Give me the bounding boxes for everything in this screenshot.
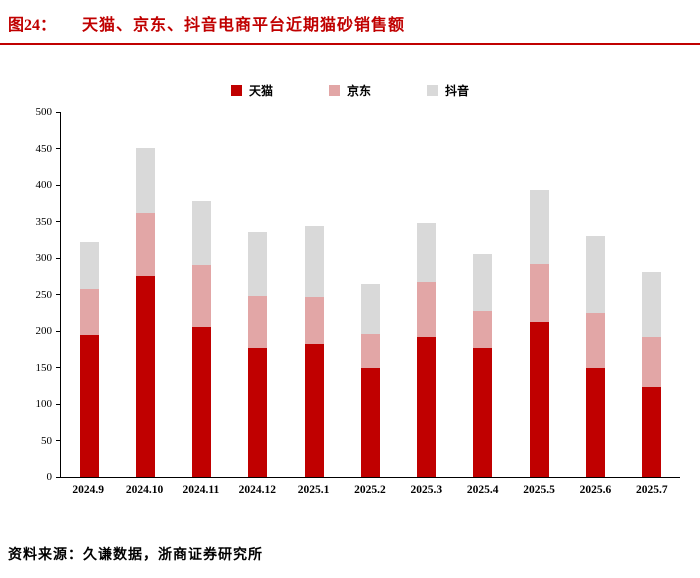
bar-segment-douyin: [642, 271, 662, 337]
bar-column: [342, 112, 398, 477]
bar-column: [455, 112, 511, 477]
chart-legend: 天猫 京东 抖音: [0, 82, 700, 99]
y-tick-mark: [56, 403, 61, 405]
bar-column: [61, 112, 117, 477]
x-tick-label: 2025.5: [523, 484, 555, 496]
y-tick-mark: [56, 440, 61, 441]
bar-column: [399, 112, 455, 477]
y-tick-label: 100: [35, 398, 53, 410]
y-tick-label: 250: [35, 288, 53, 301]
legend-label: 京东: [346, 84, 371, 98]
bar-column: [117, 112, 173, 477]
bar-segment-jingdong: [304, 296, 324, 345]
legend-label: 天猫: [248, 84, 273, 98]
bar-segment-jingdong: [529, 263, 549, 322]
bar-segment-tianmao: [135, 276, 155, 477]
bar-segment-jingdong: [360, 333, 380, 368]
y-tick-label: 500: [35, 106, 53, 118]
bar-segment-tianmao: [473, 347, 493, 477]
y-tick-mark: [56, 184, 61, 186]
bar-segment-douyin: [135, 147, 155, 214]
bar-segment-douyin: [417, 222, 437, 283]
y-tick-mark: [56, 476, 61, 478]
y-tick-mark: [56, 330, 61, 332]
bar-segment-jingdong: [642, 336, 662, 388]
bar-segment-tianmao: [192, 327, 212, 477]
figure-title: 天猫、京东、抖音电商平台近期猫砂销售额: [82, 17, 406, 34]
y-tick-label: 400: [35, 179, 53, 191]
x-tick-label: 2025.4: [466, 484, 499, 496]
x-tick-label: 2025.3: [410, 484, 443, 496]
bar-segment-tianmao: [417, 336, 437, 477]
bar-segment-douyin: [360, 284, 380, 334]
y-tick-label: 350: [35, 215, 53, 228]
legend-swatch-icon: [230, 85, 242, 96]
y-tick-label: 300: [35, 252, 53, 264]
bar-column: [511, 112, 567, 477]
x-tick-label: 2025.2: [354, 484, 386, 496]
x-tick-label: 2024.9: [72, 484, 104, 496]
legend-item-3: 抖音: [427, 82, 469, 99]
legend-swatch-icon: [427, 85, 438, 96]
bar-segment-douyin: [473, 253, 493, 311]
bar-column: [230, 112, 286, 477]
y-tick-label: 200: [35, 325, 53, 337]
x-tick-label: 2024.11: [182, 484, 220, 496]
figure-number: 图24：: [8, 17, 57, 34]
x-tick-label: 2025.7: [635, 484, 668, 496]
bar-segment-tianmao: [529, 321, 549, 477]
x-axis-labels: 2024.9 2024.10 2024.11 2024.12 2025.1 2025.2 2…: [60, 484, 680, 496]
bar-segment-tianmao: [79, 334, 99, 477]
y-tick-mark: [56, 367, 61, 368]
figure-header: 图24： 天猫、京东、抖音电商平台近期猫砂销售额: [0, 0, 700, 45]
y-tick-mark: [56, 294, 61, 295]
y-tick-label: 50: [41, 434, 52, 447]
bar-segment-douyin: [586, 236, 606, 314]
y-tick-mark: [56, 111, 61, 113]
bar-segment-jingdong: [192, 265, 212, 328]
y-tick-label: 0: [46, 471, 53, 483]
bar-segment-jingdong: [473, 310, 493, 348]
bar-segment-douyin: [248, 232, 268, 296]
bar-segment-douyin: [79, 241, 99, 290]
y-tick-mark: [56, 148, 61, 149]
bar-segment-jingdong: [586, 313, 606, 368]
y-tick-mark: [56, 257, 61, 259]
stacked-bar-chart: 天猫 京东 抖音 0 50 100 150 200 250 300 350 400 450 500 20…: [0, 40, 700, 510]
bar-column: [567, 112, 623, 477]
bars-container: [61, 112, 680, 477]
bar-segment-tianmao: [642, 387, 662, 477]
y-tick-label: 150: [35, 361, 53, 374]
x-tick-label: 2025.1: [297, 484, 330, 496]
bar-segment-jingdong: [135, 213, 155, 277]
y-tick-label: 450: [35, 142, 53, 155]
x-tick-label: 2024.12: [238, 484, 276, 496]
bar-segment-jingdong: [248, 295, 268, 348]
bar-column: [286, 112, 342, 477]
bar-segment-douyin: [304, 225, 324, 297]
legend-swatch-icon: [328, 85, 340, 96]
bar-column: [624, 112, 680, 477]
bar-segment-jingdong: [417, 282, 437, 337]
bar-segment-tianmao: [586, 367, 606, 477]
bar-segment-douyin: [192, 201, 212, 266]
bar-segment-tianmao: [248, 347, 268, 477]
legend-item-1: 天猫: [230, 82, 273, 99]
bar-segment-douyin: [529, 190, 549, 264]
bar-segment-tianmao: [304, 344, 324, 477]
x-tick-label: 2024.10: [125, 484, 164, 496]
legend-item-2: 京东: [328, 82, 371, 99]
x-tick-label: 2025.6: [579, 484, 612, 496]
source-note: 资料来源：久谦数据，浙商证券研究所: [8, 548, 263, 563]
legend-label: 抖音: [445, 84, 470, 98]
bar-column: [174, 112, 230, 477]
plot-area: 0 50 100 150 200 250 300 350 400 450 500: [36, 106, 680, 483]
bar-segment-tianmao: [360, 367, 380, 477]
bar-segment-jingdong: [79, 289, 99, 335]
y-tick-mark: [56, 221, 61, 222]
